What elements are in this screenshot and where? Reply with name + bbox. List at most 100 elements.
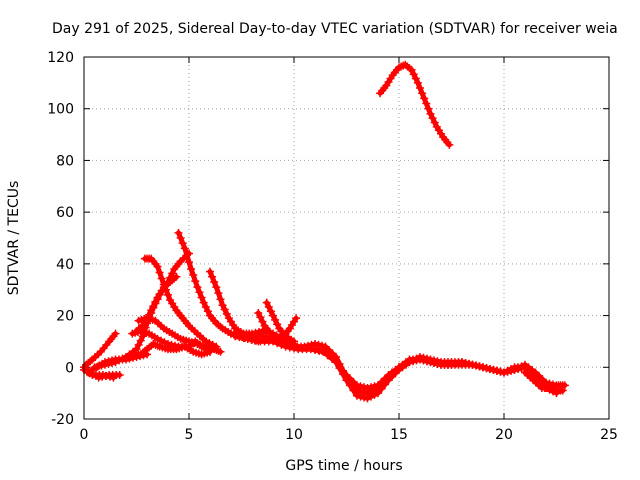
data-point-marker — [161, 285, 170, 294]
data-point-marker — [273, 320, 282, 329]
data-point-marker — [216, 295, 225, 304]
data-point-marker — [346, 381, 354, 390]
data-point-marker — [134, 340, 143, 349]
data-point-marker — [416, 84, 424, 93]
data-point-marker — [428, 114, 437, 123]
data-point-marker — [273, 339, 282, 348]
data-point-marker — [335, 362, 344, 371]
data-point-marker — [159, 280, 168, 289]
x-tick-label: 0 — [80, 427, 89, 443]
data-point-marker — [426, 109, 435, 118]
plot-frame — [83, 56, 610, 420]
data-point-marker — [182, 251, 191, 260]
data-point-marker — [189, 271, 198, 280]
series-track-i — [140, 254, 221, 351]
data-point-marker — [402, 359, 410, 368]
y-tick-label: 100 — [47, 102, 74, 118]
series-track-r — [521, 368, 569, 392]
series-track-q — [311, 345, 567, 395]
data-point-marker — [433, 359, 442, 368]
data-point-marker — [445, 140, 454, 149]
x-tick-label: 5 — [185, 427, 194, 443]
series-track-j — [134, 314, 225, 356]
data-point-marker — [325, 351, 333, 360]
data-point-marker — [214, 289, 223, 298]
data-point-marker — [367, 383, 375, 392]
data-point-marker — [353, 391, 361, 400]
data-point-marker — [411, 74, 420, 83]
data-point-marker — [191, 277, 200, 286]
data-point-marker — [405, 358, 414, 367]
data-point-marker — [258, 317, 267, 326]
data-point-marker — [176, 234, 185, 242]
y-tick-label: 120 — [47, 50, 74, 66]
y-tick-label: 0 — [65, 360, 74, 376]
data-point-marker — [206, 267, 214, 276]
series-line — [377, 62, 452, 148]
series-track-n — [262, 298, 298, 346]
data-point-marker — [332, 358, 340, 367]
data-point-marker — [349, 386, 358, 395]
data-point-marker — [507, 366, 515, 375]
data-point-marker — [98, 372, 107, 381]
data-point-marker — [398, 361, 407, 370]
data-point-marker — [486, 365, 494, 374]
data-point-marker — [157, 336, 165, 345]
data-point-marker — [254, 308, 263, 317]
y-tick-label: 60 — [56, 205, 74, 221]
x-tick-label: 10 — [285, 427, 303, 443]
data-point-marker — [363, 394, 372, 403]
data-point-marker — [510, 365, 519, 374]
data-point-marker — [367, 392, 375, 401]
series-track-s — [376, 60, 454, 149]
data-point-marker — [210, 277, 219, 286]
data-point-marker — [430, 358, 438, 367]
data-point-marker — [94, 373, 103, 382]
data-point-marker — [136, 336, 145, 345]
data-point-marker — [285, 343, 294, 352]
data-point-marker — [178, 239, 187, 248]
data-point-marker — [185, 258, 193, 267]
data-point-marker — [115, 371, 124, 380]
data-point-marker — [468, 360, 477, 369]
data-point-marker — [197, 293, 206, 302]
data-point-marker — [416, 355, 424, 364]
data-point-marker — [426, 358, 435, 367]
data-point-marker — [413, 78, 422, 87]
data-point-marker — [111, 358, 120, 367]
data-point-marker — [155, 268, 164, 277]
data-point-marker — [363, 383, 372, 392]
data-point-marker — [151, 297, 160, 306]
series-track-f — [132, 272, 181, 336]
data-point-marker — [374, 381, 382, 390]
data-point-marker — [493, 366, 501, 375]
data-point-marker — [101, 371, 110, 380]
data-point-marker — [560, 381, 569, 390]
data-point-marker — [248, 335, 256, 344]
data-point-marker — [423, 357, 431, 366]
data-point-marker — [108, 358, 116, 367]
data-point-marker — [153, 334, 162, 343]
data-point-marker — [424, 104, 433, 113]
data-point-marker — [419, 356, 428, 365]
data-point-marker — [201, 302, 210, 311]
data-point-marker — [90, 363, 99, 372]
data-point-marker — [216, 347, 225, 356]
data-point-marker — [262, 298, 271, 307]
data-point-marker — [153, 262, 162, 271]
data-point-marker — [377, 377, 386, 386]
data-point-marker — [218, 301, 227, 310]
data-point-marker — [172, 272, 181, 281]
data-point-marker — [157, 274, 166, 283]
data-point-marker — [328, 354, 337, 363]
data-point-marker — [377, 384, 386, 393]
y-tick-label: 40 — [56, 257, 74, 273]
data-point-marker — [111, 329, 120, 338]
data-point-marker — [195, 288, 204, 297]
data-point-marker — [222, 309, 231, 318]
x-tick-label: 25 — [600, 427, 618, 443]
data-point-marker — [101, 360, 109, 369]
y-tick-label: 20 — [56, 309, 74, 325]
